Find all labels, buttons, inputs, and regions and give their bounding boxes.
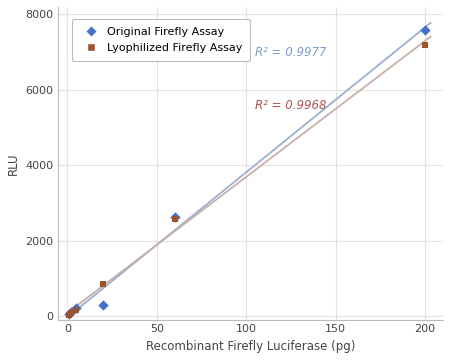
Point bbox=[73, 305, 80, 311]
Legend: Original Firefly Assay, Lyophilized Firefly Assay: Original Firefly Assay, Lyophilized Fire… bbox=[72, 19, 251, 61]
Point bbox=[422, 42, 429, 48]
Point bbox=[99, 302, 107, 307]
Point bbox=[171, 214, 178, 220]
Point bbox=[171, 216, 178, 221]
Text: R² = 0.9968: R² = 0.9968 bbox=[255, 99, 327, 112]
Y-axis label: RLU: RLU bbox=[7, 152, 20, 175]
X-axis label: Recombinant Firefly Luciferase (pg): Recombinant Firefly Luciferase (pg) bbox=[146, 340, 356, 353]
Point bbox=[66, 311, 73, 317]
Point bbox=[68, 310, 75, 316]
Point bbox=[68, 309, 75, 315]
Text: R² = 0.9977: R² = 0.9977 bbox=[255, 46, 327, 59]
Point bbox=[73, 307, 80, 313]
Point bbox=[422, 27, 429, 32]
Point bbox=[99, 281, 107, 287]
Point bbox=[66, 312, 73, 318]
